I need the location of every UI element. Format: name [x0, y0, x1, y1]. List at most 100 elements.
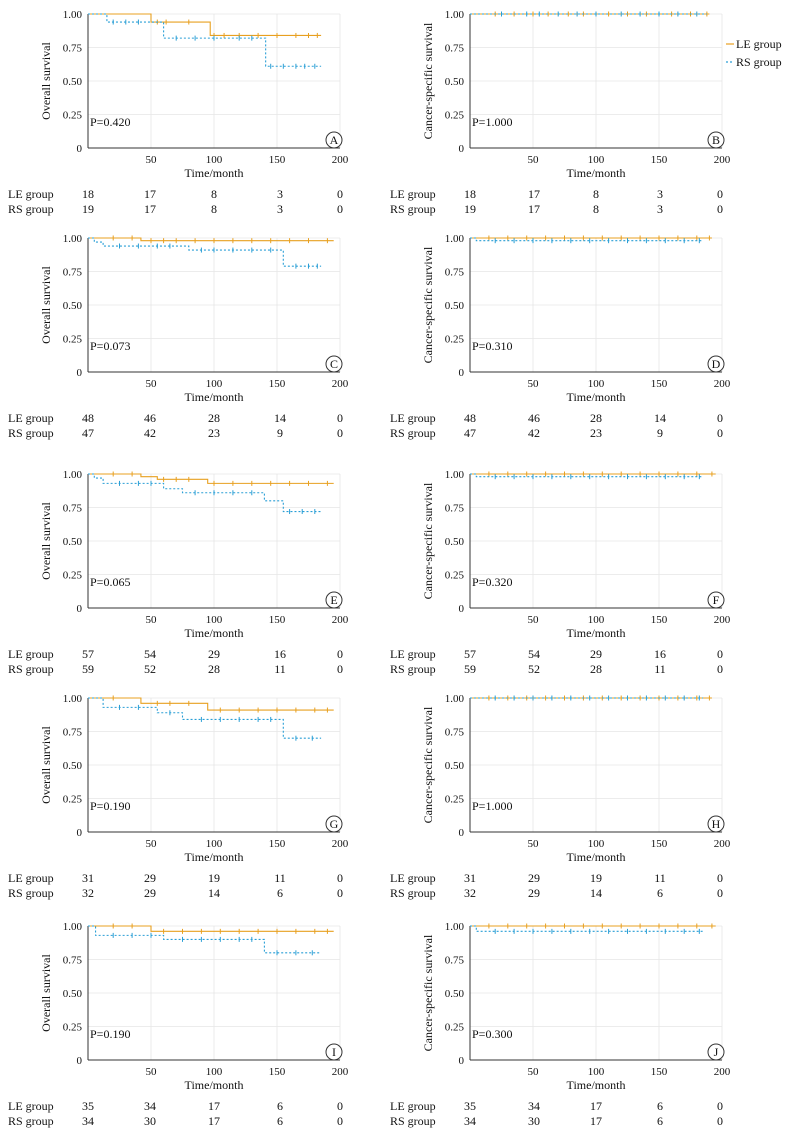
x-tick-label: 200	[332, 1066, 349, 1078]
y-tick-label: 1.00	[63, 921, 83, 933]
risk-count: 19	[82, 202, 94, 216]
y-tick-label: 0.50	[63, 988, 83, 1000]
risk-count: 18	[464, 187, 476, 201]
series-line-le	[88, 237, 334, 242]
y-axis-label: Cancer-specific survival	[421, 246, 435, 363]
panel-letter-circle	[325, 1043, 343, 1061]
risk-count: 16	[274, 647, 286, 661]
risk-row-label: LE group	[390, 871, 436, 885]
risk-count: 14	[590, 886, 602, 900]
p-value-label: P=0.190	[90, 1027, 130, 1041]
risk-count: 30	[528, 1114, 540, 1128]
y-tick-label: 1.00	[445, 693, 465, 705]
panel-letter: D	[712, 357, 721, 371]
x-tick-label: 50	[146, 154, 158, 166]
risk-row-label: LE group	[390, 187, 436, 201]
risk-count: 42	[528, 426, 540, 440]
x-tick-label: 150	[651, 154, 668, 166]
y-tick-label: 0.50	[445, 536, 465, 548]
x-tick-label: 100	[588, 838, 605, 850]
risk-count: 59	[82, 662, 94, 676]
x-tick-label: 200	[714, 154, 731, 166]
risk-count: 0	[717, 647, 723, 661]
series-line-le	[88, 13, 322, 36]
panel-letter-circle	[707, 355, 725, 373]
x-tick-label: 100	[206, 1066, 223, 1078]
panel-letter: H	[712, 817, 721, 831]
y-tick-label: 1.00	[445, 233, 465, 245]
risk-count: 0	[337, 411, 343, 425]
x-axis-label: Time/month	[185, 390, 244, 404]
x-tick-label: 150	[269, 614, 286, 626]
risk-count: 52	[144, 662, 156, 676]
risk-count: 18	[82, 187, 94, 201]
risk-count: 6	[277, 886, 283, 900]
x-axis-label: Time/month	[567, 626, 626, 640]
risk-count: 17	[528, 202, 540, 216]
risk-count: 16	[654, 647, 666, 661]
risk-row-label: LE group	[390, 411, 436, 425]
risk-count: 48	[82, 411, 94, 425]
series-line-rs	[470, 925, 704, 932]
risk-count: 28	[208, 662, 220, 676]
x-tick-label: 150	[651, 1066, 668, 1078]
panel-letter-circle	[707, 1043, 725, 1061]
x-tick-label: 50	[146, 838, 158, 850]
y-axis-label: Cancer-specific survival	[421, 706, 435, 823]
y-tick-label: 0	[77, 367, 83, 379]
risk-count: 0	[337, 426, 343, 440]
y-tick-label: 0	[459, 143, 465, 155]
panel-letter-circle	[325, 131, 343, 149]
risk-count: 19	[208, 871, 220, 885]
series-line-le	[88, 925, 334, 932]
risk-count: 0	[337, 662, 343, 676]
risk-row-label: LE group	[8, 411, 54, 425]
y-tick-label: 0.75	[63, 267, 83, 279]
x-axis-label: Time/month	[567, 390, 626, 404]
y-axis-label: Overall survival	[39, 502, 53, 580]
panel-letter: E	[330, 593, 337, 607]
y-tick-label: 1.00	[445, 921, 465, 933]
risk-count: 29	[528, 886, 540, 900]
panel-letter-circle	[325, 355, 343, 373]
risk-count: 59	[464, 662, 476, 676]
y-tick-label: 0.25	[63, 1022, 83, 1034]
panel-d: 0 0.25 0.50 0.75 1.00 50 100 150 200 Time/month Ca…	[390, 233, 731, 440]
y-tick-label: 0.50	[63, 76, 83, 88]
x-tick-label: 200	[332, 614, 349, 626]
y-tick-label: 0.25	[63, 570, 83, 582]
series-line-le	[88, 473, 334, 484]
panel-letter-circle	[325, 815, 343, 833]
x-axis-label: Time/month	[567, 850, 626, 864]
risk-row-label: LE group	[390, 647, 436, 661]
risk-row-label: RS group	[390, 1114, 436, 1128]
panel-letter: J	[714, 1045, 719, 1059]
panel-letter-circle	[707, 131, 725, 149]
p-value-label: P=0.065	[90, 575, 130, 589]
risk-count: 17	[590, 1114, 602, 1128]
risk-count: 0	[717, 1099, 723, 1113]
risk-count: 0	[337, 871, 343, 885]
y-tick-label: 1.00	[445, 469, 465, 481]
panel-letter: I	[332, 1045, 336, 1059]
y-axis-label: Cancer-specific survival	[421, 934, 435, 1051]
risk-count: 0	[717, 886, 723, 900]
panel-a: 0 0.25 0.50 0.75 1.00 50 100 150 200 Time/month Ov…	[8, 9, 349, 216]
series-line-rs	[88, 13, 322, 67]
risk-count: 9	[277, 426, 283, 440]
risk-row-label: RS group	[390, 426, 436, 440]
risk-count: 52	[528, 662, 540, 676]
panel-b: 0 0.25 0.50 0.75 1.00 50 100 150 200 Time/month Ca…	[390, 9, 782, 216]
risk-count: 57	[82, 647, 94, 661]
risk-count: 28	[208, 411, 220, 425]
risk-count: 6	[277, 1114, 283, 1128]
risk-count: 34	[464, 1114, 476, 1128]
x-tick-label: 150	[269, 838, 286, 850]
risk-row-label: LE group	[8, 1099, 54, 1113]
x-axis-label: Time/month	[185, 850, 244, 864]
risk-count: 29	[590, 647, 602, 661]
